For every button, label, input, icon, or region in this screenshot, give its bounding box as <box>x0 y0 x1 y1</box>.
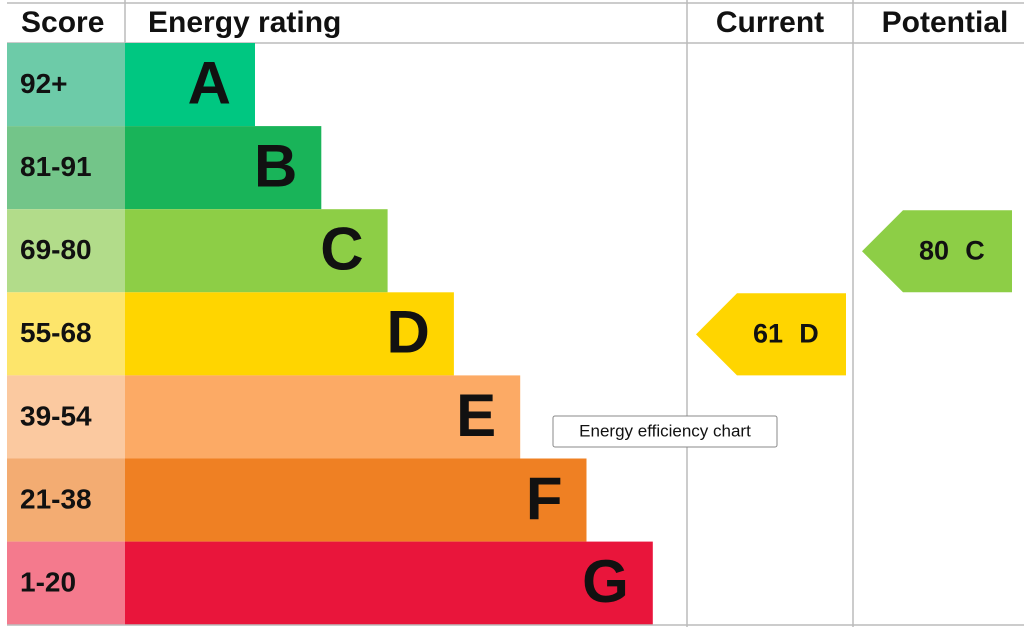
score-label: 1-20 <box>20 567 76 598</box>
rating-bar <box>125 209 388 293</box>
score-cell <box>7 126 125 210</box>
score-label: 21-38 <box>20 483 92 514</box>
rating-bar <box>125 541 653 625</box>
header-score: Score <box>21 6 104 39</box>
rating-letter: B <box>254 132 297 199</box>
potential-arrow <box>862 210 1012 293</box>
rating-bar <box>125 43 255 127</box>
rating-bar <box>125 126 322 210</box>
potential-value: 80 <box>919 235 949 265</box>
current-letter: D <box>799 318 819 348</box>
score-label: 92+ <box>20 68 68 99</box>
score-cell <box>7 458 125 542</box>
rating-letter: A <box>188 49 231 116</box>
rating-bar <box>125 292 454 376</box>
rating-letter: D <box>387 299 430 366</box>
header-current: Current <box>716 6 824 39</box>
rating-bar <box>125 375 521 459</box>
rating-letter: E <box>456 382 496 449</box>
score-label: 39-54 <box>20 400 92 431</box>
rating-letter: F <box>526 465 563 532</box>
header-rating: Energy rating <box>148 6 341 39</box>
score-cell <box>7 292 125 376</box>
score-cell <box>7 209 125 293</box>
current-arrow <box>696 293 846 376</box>
tooltip-text: Energy efficiency chart <box>579 421 751 440</box>
rating-letter: G <box>582 548 629 615</box>
header-potential: Potential <box>882 6 1009 39</box>
potential-letter: C <box>965 235 985 265</box>
score-label: 81-91 <box>20 151 92 182</box>
score-cell <box>7 43 125 127</box>
score-label: 55-68 <box>20 317 92 348</box>
score-label: 69-80 <box>20 234 92 265</box>
rating-letter: C <box>320 216 363 283</box>
tooltip-box <box>552 415 778 448</box>
score-cell <box>7 375 125 459</box>
rating-bar <box>125 458 587 542</box>
current-value: 61 <box>753 318 783 348</box>
score-cell <box>7 541 125 625</box>
